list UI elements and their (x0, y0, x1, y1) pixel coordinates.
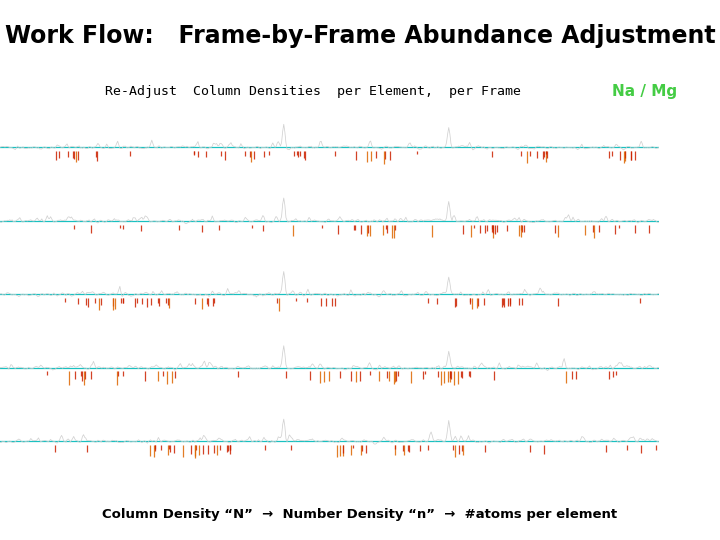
Text: 1.2 %: 1.2 % (665, 426, 708, 440)
Text: Work Flow:   Frame-by-Frame Abundance Adjustment: Work Flow: Frame-by-Frame Abundance Adju… (5, 24, 715, 49)
Text: 1.4 %: 1.4 % (665, 279, 708, 293)
Text: Na / Mg: Na / Mg (612, 84, 677, 99)
Text: 1.5 %: 1.5 % (665, 205, 708, 219)
Text: Column Density “N”  →  Number Density “n”  →  #atoms per element: Column Density “N” → Number Density “n” … (102, 508, 618, 521)
Text: Re-Adjust  Column Densities  per Element,  per Frame: Re-Adjust Column Densities per Element, … (105, 85, 521, 98)
Text: 1.0 %: 1.0 % (665, 352, 708, 366)
Text: 1.6 %: 1.6 % (665, 132, 708, 146)
